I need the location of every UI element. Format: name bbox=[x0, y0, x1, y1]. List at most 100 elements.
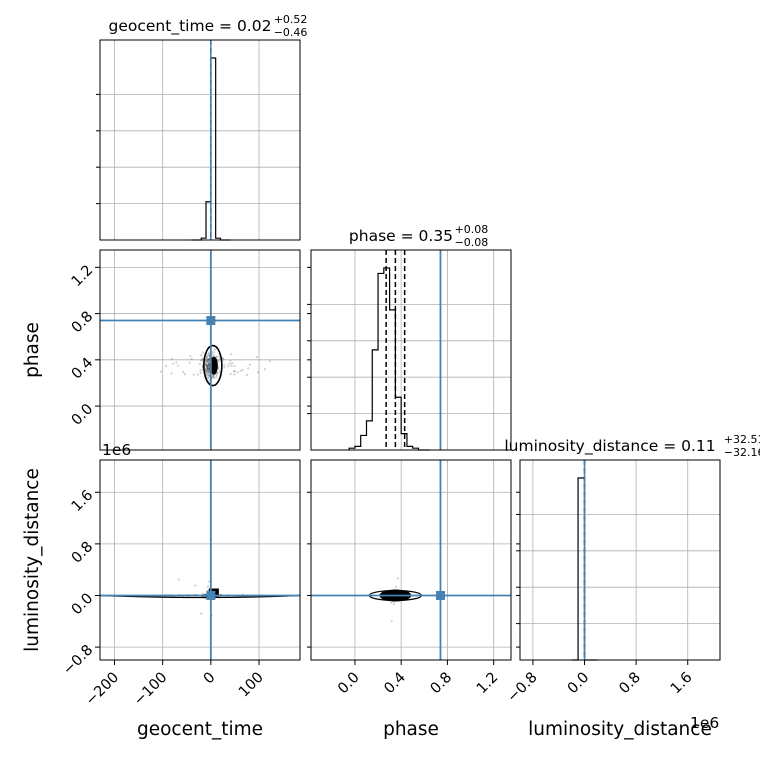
sample-point bbox=[263, 368, 267, 371]
sample-point bbox=[177, 578, 180, 581]
sample-point bbox=[200, 359, 203, 362]
x-tick-label: −100 bbox=[131, 670, 170, 709]
sample-point bbox=[215, 355, 218, 359]
sample-point bbox=[205, 366, 208, 369]
sample-point bbox=[248, 363, 252, 366]
sample-point bbox=[207, 374, 210, 377]
y-tick-label: 0.8 bbox=[69, 539, 97, 567]
sample-point bbox=[229, 359, 232, 362]
sample-point bbox=[205, 364, 209, 367]
histogram-panel-geocent_time: geocent_time = 0.02 +0.52−0.46 bbox=[96, 13, 308, 241]
x-tick-label: 0.8 bbox=[616, 670, 644, 698]
sample-point bbox=[233, 373, 236, 376]
sample-point bbox=[213, 376, 216, 379]
sample-point bbox=[213, 348, 216, 351]
sample-point bbox=[206, 372, 209, 375]
truth-marker bbox=[206, 590, 216, 600]
sample-point bbox=[205, 370, 208, 373]
sample-point bbox=[208, 363, 211, 367]
sample-point bbox=[206, 366, 209, 369]
y-axis-label: luminosity_distance bbox=[22, 468, 43, 652]
sample-point bbox=[211, 375, 214, 378]
sample-point bbox=[390, 620, 393, 623]
sample-point bbox=[196, 373, 199, 376]
title-lower-error: −32.16 bbox=[724, 446, 760, 459]
title-upper-error: +0.08 bbox=[455, 223, 489, 236]
sample-point bbox=[204, 357, 208, 360]
sample-point bbox=[206, 360, 209, 363]
y-tick-label: 0.8 bbox=[69, 309, 97, 337]
sample-point bbox=[207, 371, 210, 374]
panel-frame bbox=[99, 249, 301, 451]
panel-title: phase = 0.35 bbox=[349, 227, 453, 245]
sample-point bbox=[171, 357, 174, 361]
x-tick-label: 1.2 bbox=[474, 670, 502, 698]
y-tick-label: 1.6 bbox=[69, 487, 97, 515]
sample-point bbox=[206, 367, 209, 370]
x-tick-label: 0.0 bbox=[335, 670, 363, 698]
sample-point bbox=[190, 357, 193, 361]
sample-point bbox=[207, 376, 210, 380]
sample-point bbox=[206, 367, 209, 371]
sample-point bbox=[218, 370, 221, 373]
sample-point bbox=[216, 371, 219, 375]
sample-point bbox=[208, 372, 211, 376]
sample-point bbox=[206, 367, 209, 370]
sample-point bbox=[226, 365, 230, 368]
inner-ticks bbox=[516, 491, 520, 648]
sample-point bbox=[164, 364, 168, 368]
x-tick-label: 100 bbox=[236, 670, 267, 701]
sample-point bbox=[175, 361, 178, 364]
truth-marker bbox=[435, 590, 445, 600]
sample-point bbox=[207, 358, 210, 361]
sample-point bbox=[205, 357, 208, 360]
sample-point bbox=[205, 373, 209, 376]
sample-point bbox=[159, 370, 162, 373]
sample-point bbox=[206, 364, 209, 367]
sample-point bbox=[245, 373, 249, 376]
sample-point bbox=[247, 367, 250, 370]
y-tick-label: 0.0 bbox=[69, 591, 97, 619]
sample-point bbox=[217, 359, 220, 362]
sample-point bbox=[207, 361, 211, 364]
sample-point bbox=[207, 368, 210, 372]
sample-point bbox=[170, 372, 173, 375]
sample-point bbox=[206, 357, 210, 361]
sample-point bbox=[199, 369, 202, 372]
sample-point bbox=[201, 351, 204, 354]
x-tick-label: 1.6 bbox=[668, 670, 696, 698]
scatter-panel-phase-luminosity_distance bbox=[310, 459, 512, 661]
y-axis-label: phase bbox=[22, 322, 43, 378]
sample-point bbox=[204, 367, 208, 371]
panel-title: geocent_time = 0.02 bbox=[109, 17, 272, 36]
sample-point bbox=[189, 354, 192, 358]
sample-point bbox=[229, 372, 232, 376]
sample-point bbox=[268, 359, 272, 363]
sample-point bbox=[204, 364, 207, 367]
title-lower-error: −0.46 bbox=[274, 26, 308, 39]
sample-point bbox=[206, 365, 209, 368]
y-tick-label: −0.8 bbox=[60, 642, 96, 678]
x-axis-label: geocent_time bbox=[137, 719, 263, 740]
sample-point bbox=[205, 359, 209, 363]
title-upper-error: +0.52 bbox=[274, 13, 308, 26]
sample-point bbox=[206, 585, 210, 588]
sample-point bbox=[396, 577, 399, 580]
panel-frame bbox=[99, 459, 301, 661]
sample-point bbox=[207, 360, 210, 363]
x-tick-label: −0.8 bbox=[505, 670, 541, 706]
sample-point bbox=[207, 358, 210, 361]
scatter-panel-geocent_time-phase bbox=[99, 249, 301, 451]
sample-point bbox=[206, 589, 210, 592]
sample-point bbox=[212, 354, 216, 357]
y-tick-label: 1.2 bbox=[69, 262, 97, 290]
sample-point bbox=[207, 360, 210, 363]
sample-point bbox=[207, 368, 210, 371]
sample-point bbox=[206, 370, 209, 374]
sample-point bbox=[206, 355, 209, 359]
sample-point bbox=[218, 357, 221, 360]
sample-point bbox=[228, 362, 231, 365]
contour-core bbox=[209, 356, 218, 375]
x-axis-label: phase bbox=[383, 719, 439, 740]
sample-point bbox=[256, 371, 260, 374]
